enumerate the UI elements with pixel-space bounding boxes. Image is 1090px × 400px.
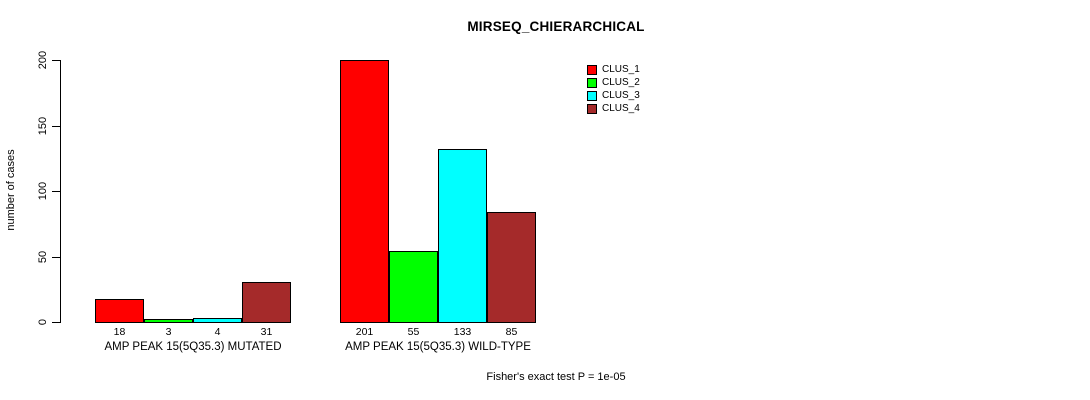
bar-value-label: 4	[214, 326, 221, 338]
legend-item-clus_3: CLUS_3	[587, 89, 640, 102]
chart-title: MIRSEQ_CHIERARCHICAL	[467, 19, 645, 34]
bar-value-label: 18	[113, 326, 126, 338]
bar-value-label: 31	[260, 326, 273, 338]
bar-value-label: 85	[505, 326, 518, 338]
bar-clus_1-group2	[340, 60, 389, 323]
bar-clus_2-group2	[389, 251, 438, 323]
bar-value-label: 55	[407, 326, 420, 338]
y-tick-mark	[52, 322, 60, 323]
bar-clus_2-group1	[144, 319, 193, 323]
bar-value-label: 3	[165, 326, 172, 338]
category-label-wild-type: AMP PEAK 15(5Q35.3) WILD-TYPE	[345, 341, 531, 353]
category-label-mutated: AMP PEAK 15(5Q35.3) MUTATED	[104, 341, 282, 353]
legend-item-clus_1: CLUS_1	[587, 63, 640, 76]
bar-clus_4-group1	[242, 282, 291, 323]
y-tick-label: 0	[37, 318, 49, 326]
legend-swatch-icon	[587, 90, 597, 101]
bar-clus_4-group2	[487, 212, 536, 323]
bar-value-label: 133	[453, 326, 472, 338]
y-tick-label: 100	[37, 181, 49, 201]
bar-clus_3-group2	[438, 149, 487, 323]
legend-item-clus_4: CLUS_4	[587, 102, 640, 115]
y-axis-line	[60, 60, 61, 323]
legend-item-clus_2: CLUS_2	[587, 76, 640, 89]
y-tick-mark	[52, 256, 60, 258]
y-tick-label: 150	[37, 116, 49, 135]
y-tick-mark	[52, 191, 60, 192]
legend-swatch-icon	[587, 103, 597, 114]
y-tick-mark	[52, 60, 60, 61]
y-axis-label: number of cases	[5, 149, 17, 231]
y-tick-label: 200	[37, 50, 49, 70]
legend-label: CLUS_2	[602, 77, 640, 88]
bar-clus_3-group1	[193, 318, 242, 323]
legend-label: CLUS_4	[602, 103, 640, 114]
legend-swatch-icon	[587, 64, 597, 75]
y-tick-label: 50	[37, 250, 49, 263]
bar-clus_1-group1	[95, 299, 144, 323]
legend-swatch-icon	[587, 77, 597, 88]
bar-value-label: 201	[355, 326, 374, 338]
legend-label: CLUS_1	[602, 64, 640, 75]
legend: CLUS_1 CLUS_2 CLUS_3 CLUS_4	[587, 63, 640, 115]
fisher-test-annotation: Fisher's exact test P = 1e-05	[486, 371, 626, 383]
legend-label: CLUS_3	[602, 90, 640, 101]
y-tick-mark	[52, 125, 60, 127]
